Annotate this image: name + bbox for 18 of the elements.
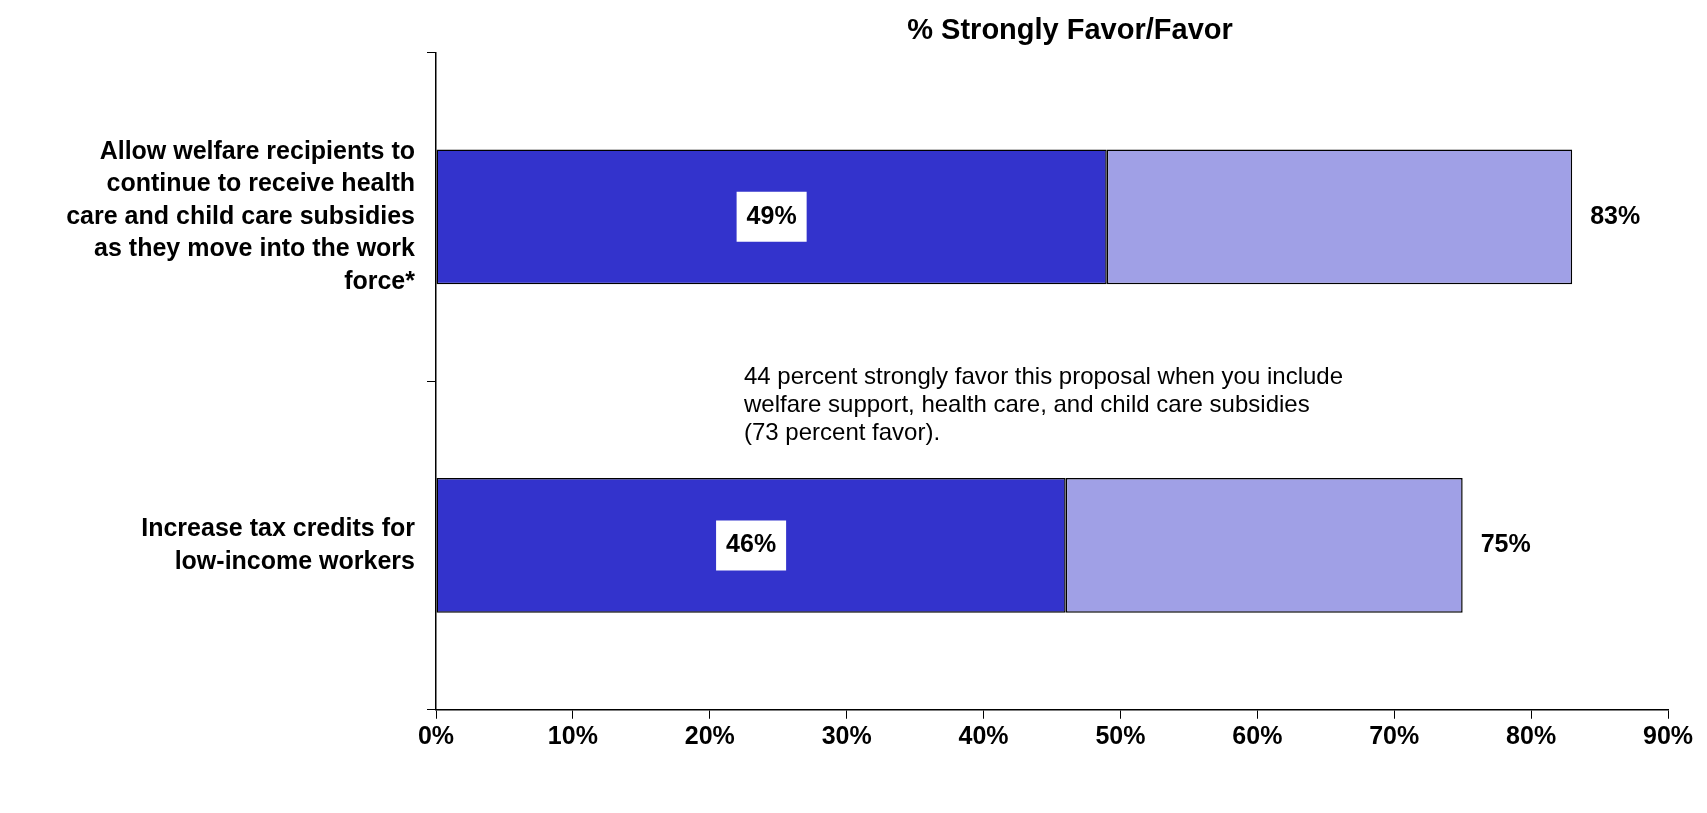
data-label: 46% [726,529,777,558]
y-tick-label: Increase tax credits for low-income workers [141,513,416,574]
total-label: 75% [1480,529,1531,558]
x-tick-label: 70% [1369,720,1420,749]
data-label: 49% [746,200,797,229]
total-label: 83% [1590,200,1641,229]
chart-title: % Strongly Favor/Favor [907,12,1233,45]
x-tick-label: 60% [1232,720,1283,749]
x-tick-label: 80% [1506,720,1557,749]
x-tick-label: 30% [821,720,872,749]
annotation: 44 percent strongly favor this proposal when you include welfare support, health care, and child care subsidies (73 percent favor). [743,362,1344,446]
x-tick-label: 20% [684,720,735,749]
x-tick-label: 90% [1642,720,1694,749]
y-tick-label: Allow welfare recipients to continue to receive health care and child care subsidies as they move into the work force* [66,135,416,294]
x-tick-label: 0% [417,720,455,749]
x-tick-label: 10% [547,720,598,749]
x-tick-label: 40% [958,720,1009,749]
x-tick-label: 50% [1095,720,1146,749]
